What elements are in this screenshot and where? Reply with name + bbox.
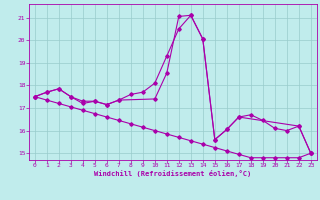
X-axis label: Windchill (Refroidissement éolien,°C): Windchill (Refroidissement éolien,°C) — [94, 170, 252, 177]
